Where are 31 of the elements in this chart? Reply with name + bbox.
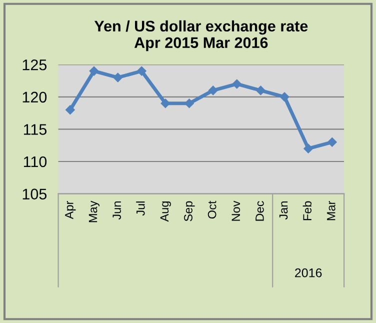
x-tick-label: May	[88, 200, 100, 222]
x-tick-label: Mar	[327, 200, 336, 220]
point	[208, 86, 218, 96]
point	[280, 92, 290, 102]
point	[184, 98, 194, 108]
point	[89, 66, 99, 76]
x-tick-label: Aug	[160, 202, 171, 222]
y-tick-label: 110	[24, 156, 47, 168]
x-tick-label: Oct	[208, 200, 216, 219]
point	[113, 72, 122, 82]
y-tick-label: 105	[22, 188, 47, 200]
x-tick-label: Sep	[184, 201, 195, 222]
x-tick-label: Jun	[112, 202, 121, 220]
x-tick-label: Jan	[279, 202, 288, 220]
x-tick-label: Feb	[302, 201, 312, 220]
chart-title: Yen / US dollar exchange rate Apr 2015 Mar 2016	[94, 20, 308, 52]
point	[304, 144, 313, 154]
text: 2016	[295, 268, 322, 278]
y-tick-label: 125	[22, 59, 47, 70]
x-tick-label: Dec	[256, 201, 264, 221]
point	[232, 79, 242, 89]
x-tick-label: Nov	[232, 200, 240, 221]
point	[66, 105, 75, 114]
y-tick-label: 120	[22, 92, 47, 103]
point	[328, 137, 337, 147]
point	[256, 86, 266, 96]
point	[160, 98, 170, 108]
point	[137, 66, 146, 76]
x-tick-label: Apr	[65, 200, 76, 220]
x-tick-label: Jul	[136, 202, 145, 216]
y-tick-label: 115	[24, 124, 47, 135]
